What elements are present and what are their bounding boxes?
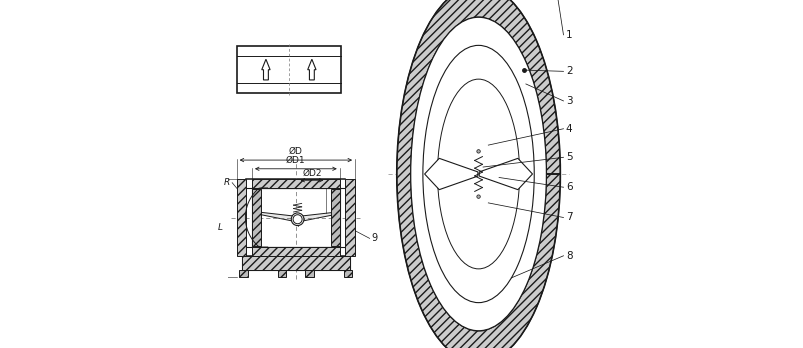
Text: 3: 3 [565, 96, 572, 106]
Text: ØD: ØD [288, 147, 303, 156]
Polygon shape [251, 189, 260, 246]
Text: 5: 5 [565, 152, 572, 162]
Text: L: L [218, 223, 222, 232]
Polygon shape [424, 158, 477, 190]
Circle shape [476, 195, 479, 198]
Polygon shape [344, 179, 355, 256]
Polygon shape [331, 189, 340, 246]
Polygon shape [242, 256, 349, 270]
Polygon shape [479, 158, 532, 190]
Text: R: R [224, 178, 230, 187]
Polygon shape [251, 247, 340, 256]
Polygon shape [305, 270, 314, 277]
Polygon shape [297, 212, 337, 222]
Ellipse shape [410, 17, 546, 331]
Polygon shape [471, 270, 486, 331]
Text: ØD2: ØD2 [302, 168, 321, 177]
Polygon shape [251, 179, 340, 188]
Polygon shape [474, 17, 483, 331]
Circle shape [476, 150, 479, 153]
Polygon shape [344, 270, 352, 277]
Polygon shape [468, 190, 487, 203]
Text: 7: 7 [565, 213, 572, 222]
Polygon shape [397, 0, 560, 348]
FancyArrow shape [262, 59, 270, 80]
Text: 1: 1 [565, 30, 572, 40]
Text: 9: 9 [371, 234, 377, 243]
Text: ØD1: ØD1 [286, 156, 305, 165]
FancyArrow shape [308, 59, 316, 80]
Polygon shape [468, 145, 487, 158]
Polygon shape [277, 270, 286, 277]
Circle shape [293, 215, 302, 224]
Text: 2: 2 [565, 66, 572, 76]
Polygon shape [257, 212, 297, 222]
Text: 6: 6 [565, 182, 572, 192]
Polygon shape [471, 17, 486, 78]
Polygon shape [236, 179, 247, 256]
Circle shape [291, 213, 304, 226]
Polygon shape [236, 46, 340, 93]
Polygon shape [239, 270, 247, 277]
Text: 4: 4 [565, 124, 572, 134]
Text: 8: 8 [565, 251, 572, 261]
